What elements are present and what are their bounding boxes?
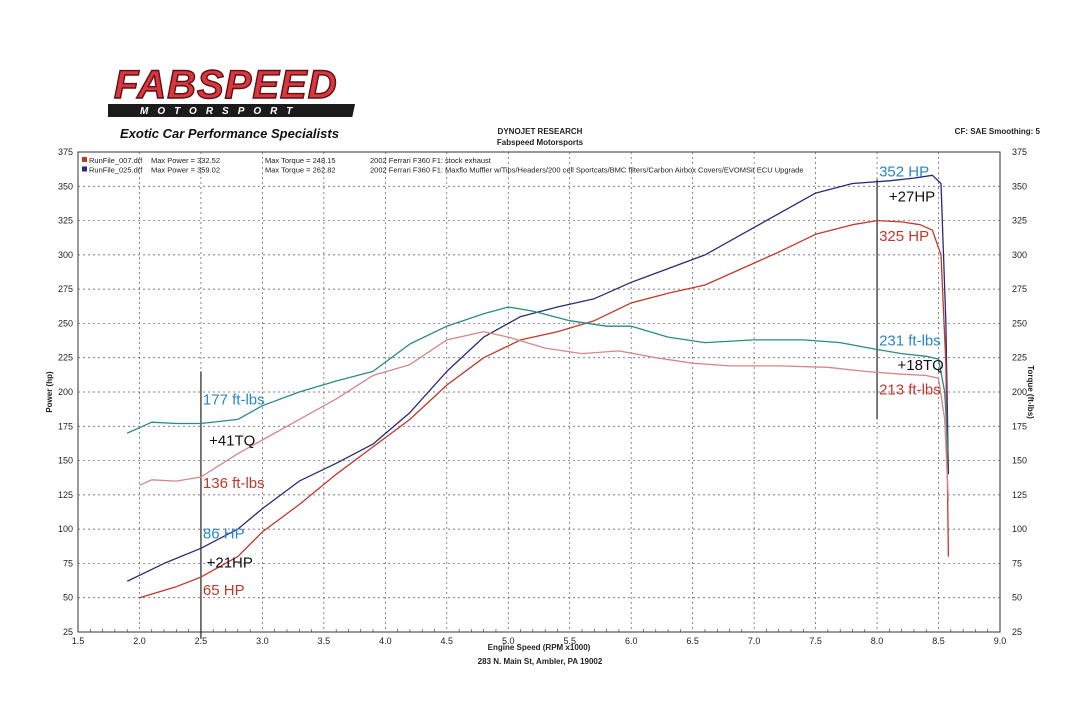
y-tick-label: 375: [58, 147, 73, 157]
y2-tick-label: 25: [1012, 627, 1022, 637]
x-tick-label: 3.5: [318, 636, 331, 646]
legend-power: Max Power = 359.02: [151, 166, 220, 175]
x-tick-label: 5.5: [563, 636, 576, 646]
y2-tick-label: 175: [1012, 421, 1027, 431]
legend-torque: Max Torque = 262.82: [265, 166, 336, 175]
logo-subtitle: MOTORSPORT: [140, 106, 301, 117]
annotation-label: 177 ft-lbs: [203, 391, 265, 408]
x-tick-label: 2.5: [195, 636, 208, 646]
y2-tick-label: 275: [1012, 284, 1027, 294]
dyno-subtitle: Fabspeed Motorsports: [496, 138, 584, 147]
annotation-label: +27HP: [889, 188, 935, 205]
y-tick-label: 25: [63, 627, 73, 637]
annotation-label: +41TQ: [209, 432, 255, 449]
x-tick-label: 9.0: [994, 636, 1007, 646]
annotations: 352 HP +27HP 325 HP 231 ft-lbs +18TQ 213 ft-l…: [203, 164, 944, 599]
x-tick-label: 6.0: [625, 636, 638, 646]
x-tick-label: 2.0: [133, 636, 146, 646]
annotation-label: +18TQ: [898, 357, 944, 374]
y2-tick-label: 325: [1012, 216, 1027, 226]
y2-tick-label: 300: [1012, 250, 1027, 260]
y-tick-label: 175: [58, 421, 73, 431]
annotation-label: 65 HP: [203, 582, 245, 599]
logo-tagline: Exotic Car Performance Specialists: [120, 126, 339, 141]
y2-tick-label: 75: [1012, 558, 1022, 568]
y2-tick-label: 375: [1012, 147, 1027, 157]
annotation-label: 136 ft-lbs: [203, 475, 265, 492]
x-tick-label: 1.5: [72, 636, 85, 646]
x-axis-label: Engine Speed (RPM x1000): [488, 643, 591, 652]
y-tick-label: 50: [63, 593, 73, 603]
logo-wordmark: FABSPEED: [114, 63, 338, 107]
dyno-address: 283 N. Main St, Ambler, PA 19002: [477, 657, 603, 666]
y2-tick-label: 125: [1012, 490, 1027, 500]
y-tick-label: 250: [58, 318, 73, 328]
y-tick-label: 150: [58, 456, 73, 466]
x-tick-label: 5.0: [502, 636, 515, 646]
y2-tick-label: 200: [1012, 387, 1027, 397]
legend-description: 2002 Ferrari F360 F1: Maxflo Muffler w/T…: [370, 166, 804, 175]
series-torque-line: [126, 306, 950, 461]
x-tick-labels: 1.5 2.0 2.5 3.0 3.5 4.0 4.5 5.0 5.5 6.0 6.5 7.0 7.5 8…: [72, 636, 1007, 646]
annotation-label: +21HP: [207, 555, 253, 572]
legend-power: Max Power = 332.52: [151, 156, 220, 165]
x-tick-label: 7.5: [809, 636, 822, 646]
legend-description: 2002 Ferrari F360 F1: stock exhaust: [370, 156, 492, 165]
series-power-line: [139, 219, 950, 599]
y-tick-labels: 25 50 75 100 125 150 175 200 225 250 275 300 325 350 3…: [58, 147, 73, 637]
y2-axis-label: Torque (ft-lbs): [1026, 365, 1035, 419]
dyno-settings: CF: SAE Smoothing: 5: [954, 127, 1040, 136]
y-tick-label: 200: [58, 387, 73, 397]
y-tick-label: 125: [58, 490, 73, 500]
y-tick-label: 100: [58, 524, 73, 534]
y-tick-label: 275: [58, 284, 73, 294]
legend: RunFile_007.drf Max Power = 332.52 Max Tor…: [82, 156, 804, 175]
legend-swatch: [82, 157, 87, 162]
series-power-line: [126, 174, 950, 582]
x-tick-label: 6.5: [686, 636, 699, 646]
series-lines: [126, 174, 950, 599]
x-tick-label: 7.0: [748, 636, 761, 646]
x-tick-label: 4.0: [379, 636, 392, 646]
fabspeed-logo: FABSPEED MOTORSPORT Exotic Car Performan…: [108, 62, 356, 141]
x-tick-label: 8.0: [871, 636, 884, 646]
x-tick-label: 8.5: [932, 636, 945, 646]
annotation-label: 325 HP: [879, 228, 929, 245]
y2-tick-labels: 25 50 75 100 125 150 175 200 225 250 275 300 325 350 3…: [1012, 147, 1027, 637]
y-tick-label: 350: [58, 181, 73, 191]
y-tick-label: 300: [58, 250, 73, 260]
y2-tick-label: 50: [1012, 593, 1022, 603]
legend-torque: Max Torque = 248.15: [265, 156, 336, 165]
y-axis-label: Power (hp): [45, 371, 54, 413]
x-tick-label: 3.0: [256, 636, 269, 646]
legend-swatch: [82, 166, 87, 172]
legend-file: RunFile_025.drf: [89, 166, 143, 175]
y-tick-label: 225: [58, 353, 73, 363]
y2-tick-label: 100: [1012, 524, 1027, 534]
y2-tick-label: 350: [1012, 181, 1027, 191]
annotation-label: 352 HP: [879, 164, 929, 181]
annotation-label: 231 ft-lbs: [879, 332, 941, 349]
y-tick-label: 325: [58, 216, 73, 226]
annotation-label: 213 ft-lbs: [879, 382, 941, 399]
legend-file: RunFile_007.drf: [89, 156, 143, 165]
x-tick-label: 4.5: [441, 636, 454, 646]
y2-tick-label: 250: [1012, 318, 1027, 328]
y2-tick-label: 225: [1012, 353, 1027, 363]
marker-lines: [200, 179, 878, 639]
series-torque-line: [139, 331, 950, 502]
dyno-title: DYNOJET RESEARCH: [497, 127, 583, 136]
y-tick-label: 75: [63, 558, 73, 568]
annotation-label: 86 HP: [203, 526, 245, 543]
y2-tick-label: 150: [1012, 456, 1027, 466]
